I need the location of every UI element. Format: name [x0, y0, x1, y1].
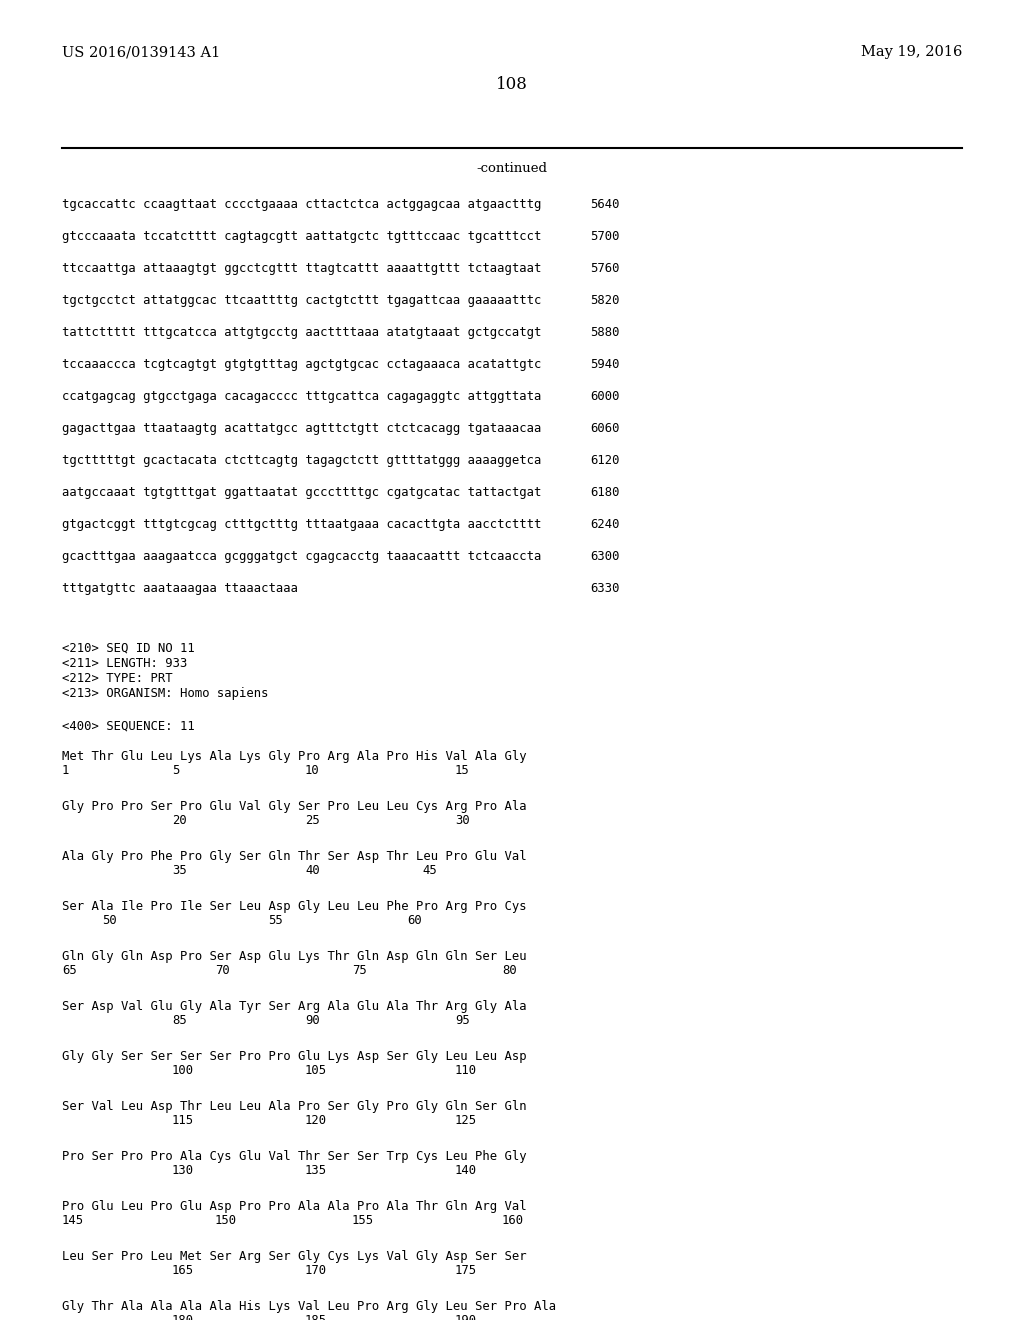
Text: <400> SEQUENCE: 11: <400> SEQUENCE: 11 — [62, 719, 195, 733]
Text: 15: 15 — [455, 764, 470, 777]
Text: May 19, 2016: May 19, 2016 — [860, 45, 962, 59]
Text: <211> LENGTH: 933: <211> LENGTH: 933 — [62, 657, 187, 671]
Text: Pro Glu Leu Pro Glu Asp Pro Pro Ala Ala Pro Ala Thr Gln Arg Val: Pro Glu Leu Pro Glu Asp Pro Pro Ala Ala … — [62, 1200, 526, 1213]
Text: 6240: 6240 — [590, 517, 620, 531]
Text: Met Thr Glu Leu Lys Ala Lys Gly Pro Arg Ala Pro His Val Ala Gly: Met Thr Glu Leu Lys Ala Lys Gly Pro Arg … — [62, 750, 526, 763]
Text: 180: 180 — [172, 1313, 195, 1320]
Text: Gly Gly Ser Ser Ser Ser Pro Pro Glu Lys Asp Ser Gly Leu Leu Asp: Gly Gly Ser Ser Ser Ser Pro Pro Glu Lys … — [62, 1049, 526, 1063]
Text: 5760: 5760 — [590, 261, 620, 275]
Text: 50: 50 — [102, 913, 117, 927]
Text: 5820: 5820 — [590, 294, 620, 308]
Text: tattcttttt tttgcatcca attgtgcctg aacttttaaa atatgtaaat gctgccatgt: tattcttttt tttgcatcca attgtgcctg aactttt… — [62, 326, 542, 339]
Text: Ser Ala Ile Pro Ile Ser Leu Asp Gly Leu Leu Phe Pro Arg Pro Cys: Ser Ala Ile Pro Ile Ser Leu Asp Gly Leu … — [62, 900, 526, 913]
Text: 5: 5 — [172, 764, 179, 777]
Text: 110: 110 — [455, 1064, 477, 1077]
Text: 150: 150 — [215, 1214, 238, 1228]
Text: tgctttttgt gcactacata ctcttcagtg tagagctctt gttttatggg aaaaggetca: tgctttttgt gcactacata ctcttcagtg tagagct… — [62, 454, 542, 467]
Text: 105: 105 — [305, 1064, 327, 1077]
Text: 6000: 6000 — [590, 389, 620, 403]
Text: tttgatgttc aaataaagaa ttaaactaaa: tttgatgttc aaataaagaa ttaaactaaa — [62, 582, 298, 595]
Text: -continued: -continued — [476, 162, 548, 176]
Text: 115: 115 — [172, 1114, 195, 1127]
Text: 145: 145 — [62, 1214, 84, 1228]
Text: Gly Thr Ala Ala Ala Ala His Lys Val Leu Pro Arg Gly Leu Ser Pro Ala: Gly Thr Ala Ala Ala Ala His Lys Val Leu … — [62, 1300, 556, 1313]
Text: 100: 100 — [172, 1064, 195, 1077]
Text: 10: 10 — [305, 764, 319, 777]
Text: 6180: 6180 — [590, 486, 620, 499]
Text: 5940: 5940 — [590, 358, 620, 371]
Text: 155: 155 — [352, 1214, 374, 1228]
Text: <210> SEQ ID NO 11: <210> SEQ ID NO 11 — [62, 642, 195, 655]
Text: 5700: 5700 — [590, 230, 620, 243]
Text: <213> ORGANISM: Homo sapiens: <213> ORGANISM: Homo sapiens — [62, 686, 268, 700]
Text: tccaaaccca tcgtcagtgt gtgtgtttag agctgtgcac cctagaaaca acatattgtc: tccaaaccca tcgtcagtgt gtgtgtttag agctgtg… — [62, 358, 542, 371]
Text: 120: 120 — [305, 1114, 327, 1127]
Text: 185: 185 — [305, 1313, 327, 1320]
Text: gtgactcggt tttgtcgcag ctttgctttg tttaatgaaa cacacttgta aacctctttt: gtgactcggt tttgtcgcag ctttgctttg tttaatg… — [62, 517, 542, 531]
Text: 6300: 6300 — [590, 550, 620, 564]
Text: 160: 160 — [502, 1214, 524, 1228]
Text: 125: 125 — [455, 1114, 477, 1127]
Text: 140: 140 — [455, 1164, 477, 1177]
Text: 40: 40 — [305, 865, 319, 876]
Text: gagacttgaa ttaataagtg acattatgcc agtttctgtt ctctcacagg tgataaacaa: gagacttgaa ttaataagtg acattatgcc agtttct… — [62, 422, 542, 436]
Text: 170: 170 — [305, 1265, 327, 1276]
Text: 45: 45 — [422, 865, 437, 876]
Text: 60: 60 — [407, 913, 422, 927]
Text: 1: 1 — [62, 764, 70, 777]
Text: tgctgcctct attatggcac ttcaattttg cactgtcttt tgagattcaa gaaaaatttc: tgctgcctct attatggcac ttcaattttg cactgtc… — [62, 294, 542, 308]
Text: 90: 90 — [305, 1014, 319, 1027]
Text: gcactttgaa aaagaatcca gcgggatgct cgagcacctg taaacaattt tctcaaccta: gcactttgaa aaagaatcca gcgggatgct cgagcac… — [62, 550, 542, 564]
Text: 108: 108 — [496, 77, 528, 92]
Text: ttccaattga attaaagtgt ggcctcgttt ttagtcattt aaaattgttt tctaagtaat: ttccaattga attaaagtgt ggcctcgttt ttagtca… — [62, 261, 542, 275]
Text: 165: 165 — [172, 1265, 195, 1276]
Text: 5880: 5880 — [590, 326, 620, 339]
Text: 75: 75 — [352, 964, 367, 977]
Text: ccatgagcag gtgcctgaga cacagacccc tttgcattca cagagaggtc attggttata: ccatgagcag gtgcctgaga cacagacccc tttgcat… — [62, 389, 542, 403]
Text: gtcccaaata tccatctttt cagtagcgtt aattatgctc tgtttccaac tgcatttcct: gtcccaaata tccatctttt cagtagcgtt aattatg… — [62, 230, 542, 243]
Text: tgcaccattc ccaagttaat cccctgaaaa cttactctca actggagcaa atgaactttg: tgcaccattc ccaagttaat cccctgaaaa cttactc… — [62, 198, 542, 211]
Text: 30: 30 — [455, 814, 470, 828]
Text: Gly Pro Pro Ser Pro Glu Val Gly Ser Pro Leu Leu Cys Arg Pro Ala: Gly Pro Pro Ser Pro Glu Val Gly Ser Pro … — [62, 800, 526, 813]
Text: 190: 190 — [455, 1313, 477, 1320]
Text: 65: 65 — [62, 964, 77, 977]
Text: Ala Gly Pro Phe Pro Gly Ser Gln Thr Ser Asp Thr Leu Pro Glu Val: Ala Gly Pro Phe Pro Gly Ser Gln Thr Ser … — [62, 850, 526, 863]
Text: 25: 25 — [305, 814, 319, 828]
Text: Pro Ser Pro Pro Ala Cys Glu Val Thr Ser Ser Trp Cys Leu Phe Gly: Pro Ser Pro Pro Ala Cys Glu Val Thr Ser … — [62, 1150, 526, 1163]
Text: 6330: 6330 — [590, 582, 620, 595]
Text: 175: 175 — [455, 1265, 477, 1276]
Text: 35: 35 — [172, 865, 186, 876]
Text: 55: 55 — [268, 913, 283, 927]
Text: 5640: 5640 — [590, 198, 620, 211]
Text: <212> TYPE: PRT: <212> TYPE: PRT — [62, 672, 173, 685]
Text: 70: 70 — [215, 964, 229, 977]
Text: 135: 135 — [305, 1164, 327, 1177]
Text: Ser Val Leu Asp Thr Leu Leu Ala Pro Ser Gly Pro Gly Gln Ser Gln: Ser Val Leu Asp Thr Leu Leu Ala Pro Ser … — [62, 1100, 526, 1113]
Text: 6060: 6060 — [590, 422, 620, 436]
Text: 20: 20 — [172, 814, 186, 828]
Text: aatgccaaat tgtgtttgat ggattaatat gcccttttgc cgatgcatac tattactgat: aatgccaaat tgtgtttgat ggattaatat gcccttt… — [62, 486, 542, 499]
Text: 80: 80 — [502, 964, 517, 977]
Text: 130: 130 — [172, 1164, 195, 1177]
Text: 6120: 6120 — [590, 454, 620, 467]
Text: US 2016/0139143 A1: US 2016/0139143 A1 — [62, 45, 220, 59]
Text: Gln Gly Gln Asp Pro Ser Asp Glu Lys Thr Gln Asp Gln Gln Ser Leu: Gln Gly Gln Asp Pro Ser Asp Glu Lys Thr … — [62, 950, 526, 964]
Text: Ser Asp Val Glu Gly Ala Tyr Ser Arg Ala Glu Ala Thr Arg Gly Ala: Ser Asp Val Glu Gly Ala Tyr Ser Arg Ala … — [62, 1001, 526, 1012]
Text: 85: 85 — [172, 1014, 186, 1027]
Text: Leu Ser Pro Leu Met Ser Arg Ser Gly Cys Lys Val Gly Asp Ser Ser: Leu Ser Pro Leu Met Ser Arg Ser Gly Cys … — [62, 1250, 526, 1263]
Text: 95: 95 — [455, 1014, 470, 1027]
